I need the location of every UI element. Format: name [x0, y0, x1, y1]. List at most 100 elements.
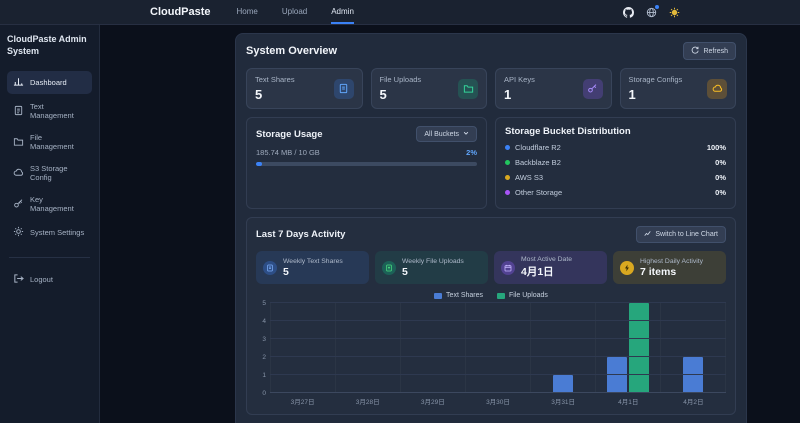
bar-file-uploads[interactable] [629, 303, 649, 393]
bucket-distribution-title: Storage Bucket Distribution [505, 126, 631, 137]
document-icon [263, 260, 277, 275]
bucket-label: Cloudflare R2 [515, 143, 561, 152]
upload-file-icon [382, 260, 396, 275]
main-content: System Overview Refresh Text Shares 5 [100, 25, 800, 423]
refresh-button[interactable]: Refresh [683, 42, 736, 60]
bucket-label: Other Storage [515, 188, 563, 197]
brand-title: CloudPaste [150, 6, 211, 18]
usage-progress-fill [256, 162, 262, 166]
refresh-icon [691, 46, 700, 56]
bucket-filter-dropdown[interactable]: All Buckets [416, 126, 477, 142]
stat-card-api-keys[interactable]: API Keys 1 [495, 68, 612, 109]
legend-label: File Uploads [509, 292, 548, 299]
mini-stat-label: Weekly Text Shares [283, 257, 343, 265]
mini-stat-highest-daily-activity[interactable]: Highest Daily Activity 7 items [613, 251, 726, 284]
stat-card-text-shares[interactable]: Text Shares 5 [246, 68, 363, 109]
bucket-row: AWS S3 0% [505, 170, 726, 185]
y-tick-label: 4 [262, 318, 266, 325]
chevron-down-icon [463, 130, 469, 138]
chart-cells [270, 303, 726, 393]
bar-text-shares[interactable] [607, 357, 627, 393]
bolt-icon [620, 260, 634, 275]
bucket-row: Cloudflare R2 100% [505, 140, 726, 155]
x-tick-label: 3月28日 [355, 399, 380, 406]
activity-card: Last 7 Days Activity Switch to Line Char… [246, 217, 736, 415]
sidebar-item-s3-storage-config[interactable]: S3 Storage Config [7, 159, 92, 187]
sidebar-item-key-management[interactable]: Key Management [7, 190, 92, 218]
legend-swatch [497, 292, 506, 299]
stat-card-storage-configs[interactable]: Storage Configs 1 [619, 68, 736, 109]
sidebar-item-text-management[interactable]: Text Management [7, 97, 92, 125]
folder-icon [13, 136, 24, 149]
mini-stat-weekly-text-shares[interactable]: Weekly Text Shares 5 [256, 251, 369, 284]
bucket-value: 100% [706, 143, 726, 152]
sidebar-item-label: S3 Storage Config [30, 164, 68, 183]
usage-progress-track [256, 162, 477, 166]
x-tick-label: 4月2日 [683, 399, 704, 406]
mini-stat-value: 4月1日 [521, 266, 554, 278]
stat-label: API Keys [504, 75, 535, 84]
stat-card-file-uploads[interactable]: File Uploads 5 [370, 68, 487, 109]
gear-icon [13, 226, 24, 239]
storage-usage-card: Storage Usage All Buckets 185.74 MB / 10… [246, 117, 487, 209]
sidebar-item-dashboard[interactable]: Dashboard [7, 71, 92, 95]
y-tick-label: 0 [262, 390, 266, 397]
mini-stat-label: Most Active Date [521, 256, 572, 263]
stat-label: File Uploads [379, 75, 422, 84]
key-icon [582, 78, 603, 99]
chart-category-cell [335, 303, 400, 393]
calendar-icon [501, 260, 515, 275]
bucket-value: 0% [715, 158, 726, 167]
bucket-row: Other Storage 0% [505, 185, 726, 200]
sidebar-item-file-management[interactable]: File Management [7, 128, 92, 156]
nav-link-upload[interactable]: Upload [281, 6, 308, 16]
nav-link-home[interactable]: Home [236, 6, 258, 16]
sidebar-title: CloudPaste Admin System [7, 34, 87, 57]
switch-chart-button[interactable]: Switch to Line Chart [636, 226, 726, 243]
x-tick-label: 3月27日 [290, 399, 315, 406]
github-icon[interactable] [623, 6, 634, 18]
stat-value: 1 [504, 87, 512, 102]
gridline [270, 320, 726, 321]
bucket-label: Backblaze B2 [515, 158, 561, 167]
sidebar-item-system-settings[interactable]: System Settings [7, 221, 92, 244]
system-overview-panel: System Overview Refresh Text Shares 5 [235, 33, 747, 423]
chart-xaxis: 3月27日 3月28日 3月29日 3月30日 3月31日 4月1日 4月2日 [270, 396, 726, 406]
mini-stat-value: 5 [283, 265, 289, 278]
bucket-distribution-card: Storage Bucket Distribution Cloudflare R… [495, 117, 736, 209]
document-icon [333, 78, 354, 99]
legend-label: Text Shares [446, 292, 484, 299]
language-icon[interactable] [646, 4, 659, 18]
mini-stat-value: 5 [402, 265, 408, 278]
x-tick-label: 3月30日 [486, 399, 510, 406]
sidebar-item-label: Logout [30, 275, 53, 285]
x-tick-label: 3月31日 [551, 399, 576, 406]
legend-item[interactable]: Text Shares [434, 292, 483, 299]
mini-stat-most-active-date[interactable]: Most Active Date 4月1日 [494, 251, 607, 284]
y-tick-label: 1 [262, 372, 266, 379]
sidebar-item-logout[interactable]: Logout [7, 268, 92, 291]
mini-stat-label: Highest Daily Activity [640, 257, 704, 265]
nav-link-admin[interactable]: Admin [331, 0, 354, 24]
gridline [270, 356, 726, 357]
bar-text-shares[interactable] [683, 357, 703, 393]
mini-stat-value: 7 items [640, 265, 677, 278]
gridline [270, 392, 726, 393]
storage-usage-title: Storage Usage [256, 128, 323, 140]
bucket-value: 0% [715, 173, 726, 182]
stat-value: 5 [255, 87, 263, 102]
chart-category-cell [530, 303, 595, 393]
x-tick-label: 3月29日 [420, 399, 445, 406]
bucket-dot [505, 145, 510, 150]
legend-item[interactable]: File Uploads [497, 292, 548, 299]
sidebar-item-label: Key Management [30, 195, 74, 214]
sun-icon[interactable] [669, 7, 680, 18]
usage-text: 185.74 MB / 10 GB [256, 148, 320, 157]
bucket-row: Backblaze B2 0% [505, 155, 726, 170]
mini-stat-weekly-file-uploads[interactable]: Weekly File Uploads 5 [375, 251, 488, 284]
stat-value: 1 [628, 87, 636, 102]
bar-text-shares[interactable] [553, 375, 573, 393]
gridline [270, 374, 726, 375]
stat-label: Storage Configs [628, 75, 683, 84]
dashboard-icon [13, 76, 24, 89]
